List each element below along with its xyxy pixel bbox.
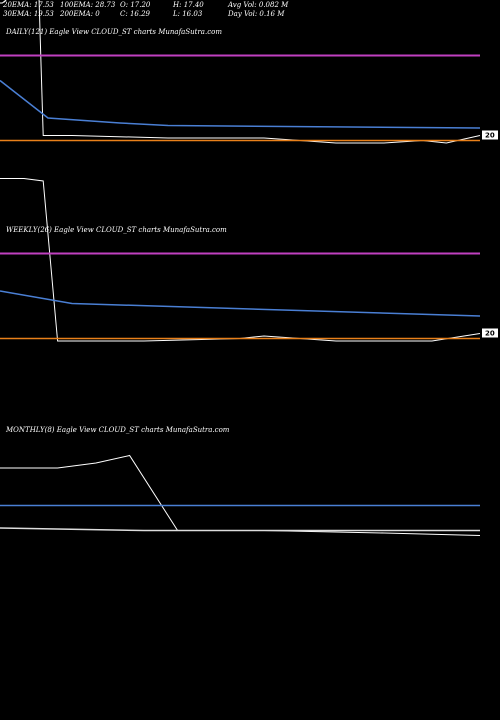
weekly-chart: 20 xyxy=(0,178,498,342)
ema200-value: 200EMA: 0 xyxy=(60,10,100,18)
daily-ema-line-2 xyxy=(0,79,481,129)
weekly-price-line xyxy=(0,178,481,342)
ema100-value: 100EMA: 28.73 xyxy=(60,1,116,9)
monthly-chart xyxy=(0,454,481,536)
monthly-panel-title: MONTHLY(8) Eagle View CLOUD_ST charts Mu… xyxy=(6,426,230,434)
monthly-price-line xyxy=(0,454,481,536)
ema20-value: 20EMA: 17.53 xyxy=(3,1,54,9)
weekly-panel-title: WEEKLY(26) Eagle View CLOUD_ST charts Mu… xyxy=(6,226,227,234)
daily-price-tag-bg xyxy=(482,130,498,140)
daily-price-line xyxy=(0,0,481,144)
weekly-price-tag-label: 20 xyxy=(485,330,495,338)
day-vol-value: Day Vol: 0.16 M xyxy=(228,10,285,18)
weekly-price-tag-bg xyxy=(482,328,498,338)
high-value: H: 17.40 xyxy=(173,1,204,9)
weekly-ema-line-2 xyxy=(0,290,481,317)
daily-price-tag-label: 20 xyxy=(485,132,495,140)
low-value: L: 16.03 xyxy=(173,10,203,18)
daily-chart: 20 xyxy=(0,0,498,144)
avg-vol-value: Avg Vol: 0.082 M xyxy=(228,1,289,9)
monthly-ema-line-2 xyxy=(0,527,480,532)
daily-panel-title: DAILY(121) Eagle View CLOUD_ST charts Mu… xyxy=(6,28,222,36)
close-value: C: 16.29 xyxy=(120,10,150,18)
ema30-value: 30EMA: 19.53 xyxy=(3,10,54,18)
open-value: O: 17.20 xyxy=(120,1,151,9)
